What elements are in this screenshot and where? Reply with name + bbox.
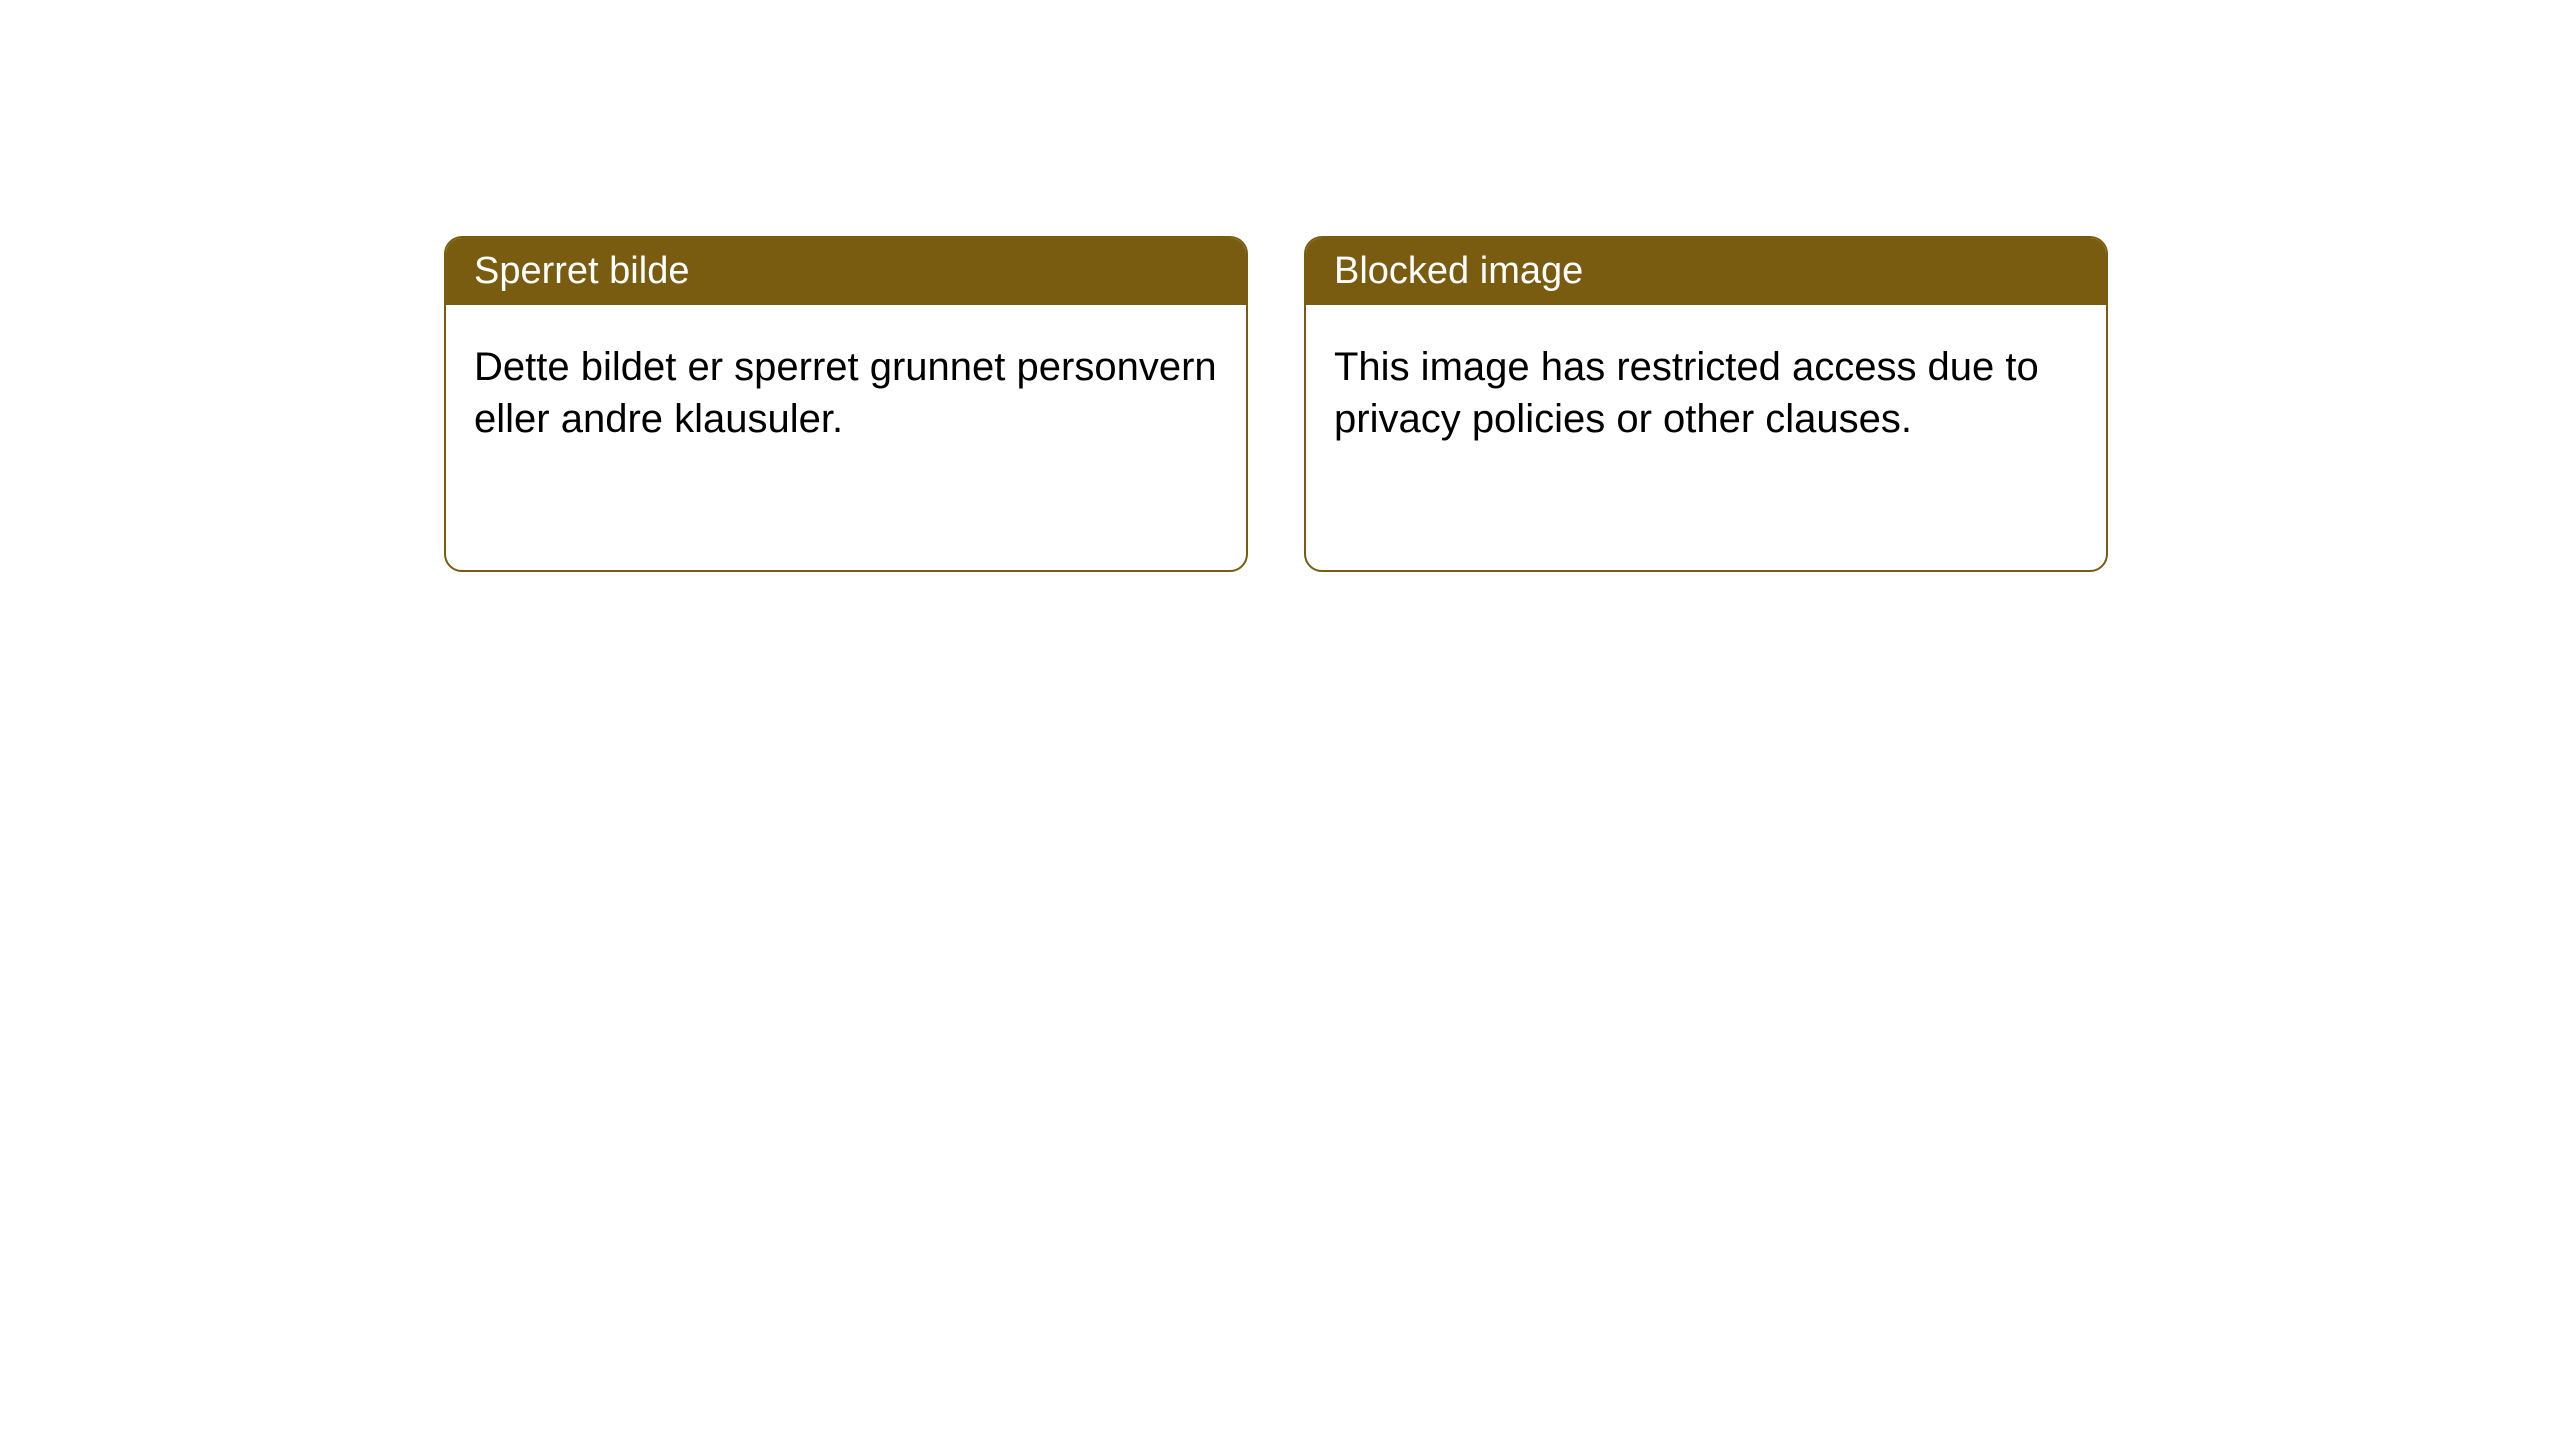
card-body: Dette bildet er sperret grunnet personve… xyxy=(446,305,1246,481)
notice-card-norwegian: Sperret bilde Dette bildet er sperret gr… xyxy=(444,236,1248,572)
card-body: This image has restricted access due to … xyxy=(1306,305,2106,481)
notice-cards-container: Sperret bilde Dette bildet er sperret gr… xyxy=(444,236,2108,572)
card-header: Blocked image xyxy=(1306,238,2106,305)
notice-card-english: Blocked image This image has restricted … xyxy=(1304,236,2108,572)
card-header: Sperret bilde xyxy=(446,238,1246,305)
